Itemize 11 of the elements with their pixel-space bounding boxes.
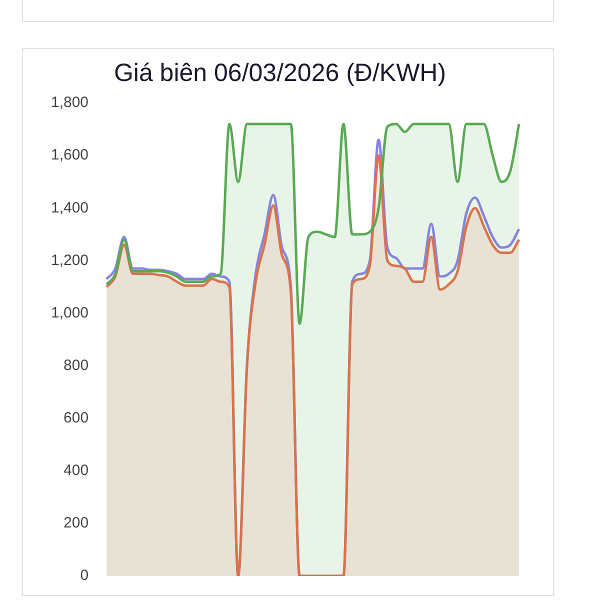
y-tick-label: 1,600 <box>50 146 89 164</box>
y-tick-label: 0 <box>80 567 89 584</box>
y-tick-label: 1,000 <box>50 304 89 322</box>
y-tick-label: 1,200 <box>50 252 89 269</box>
y-tick-label: 200 <box>64 514 89 532</box>
y-tick-label: 1,400 <box>50 199 89 216</box>
chart-title: Giá biên 06/03/2026 (Đ/KWH) <box>114 58 446 87</box>
y-tick-label: 600 <box>64 409 89 426</box>
y-tick-label: 400 <box>64 462 89 480</box>
y-tick-label: 800 <box>64 356 89 374</box>
y-tick-label: 1,800 <box>50 94 89 112</box>
